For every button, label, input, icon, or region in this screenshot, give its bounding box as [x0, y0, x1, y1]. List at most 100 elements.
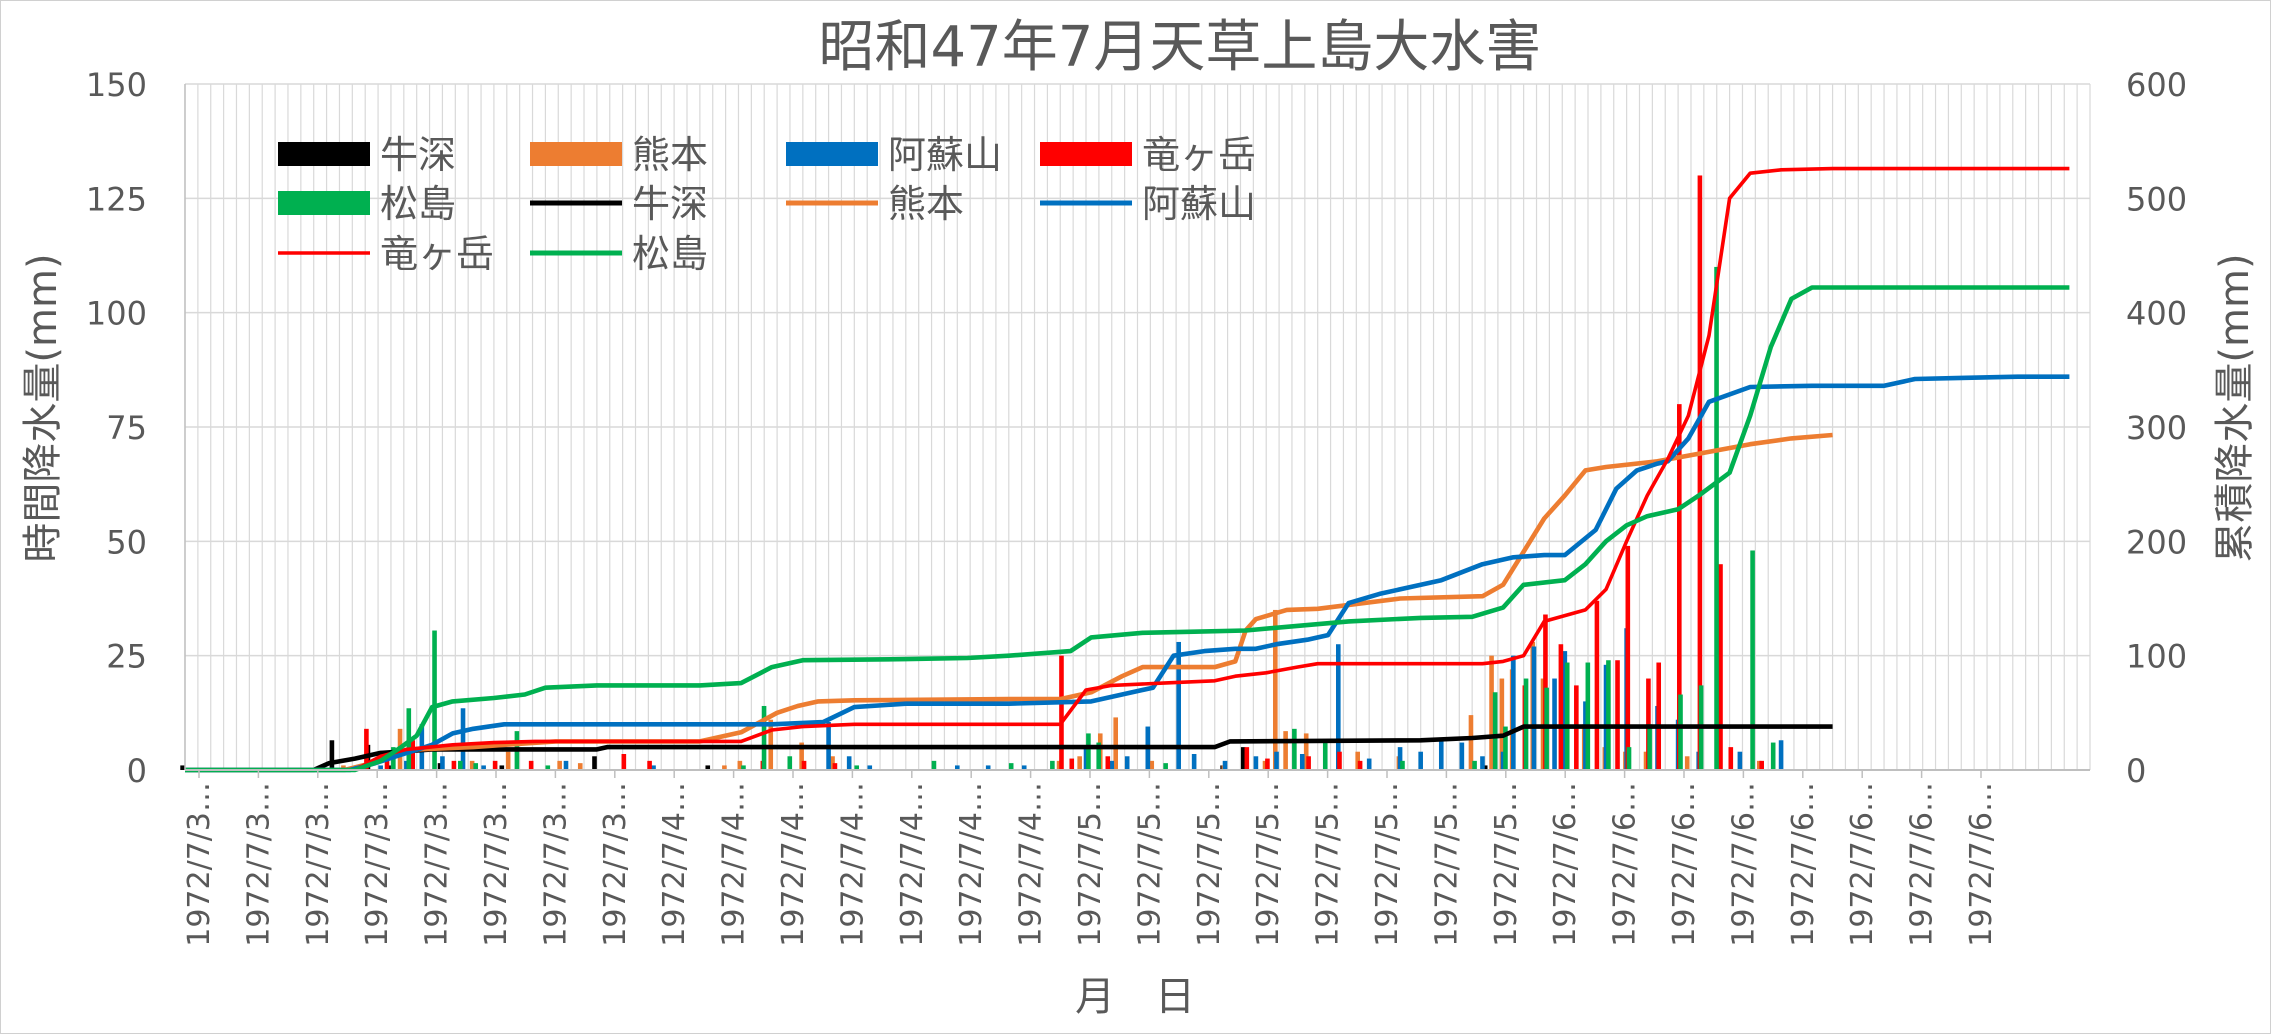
hourly-bar	[1299, 753, 1305, 770]
legend-entry: 松島	[278, 182, 456, 226]
hourly-bar	[577, 763, 583, 770]
hourly-bar	[846, 756, 852, 770]
x-tick-label: 1972/7/4…	[895, 782, 930, 947]
hourly-bar	[1357, 760, 1363, 770]
hourly-bar	[832, 763, 838, 770]
hourly-bar	[1113, 717, 1119, 770]
hourly-bar	[1418, 751, 1423, 770]
hourly-bar	[761, 705, 767, 770]
legend-swatch-bar	[530, 142, 622, 166]
hourly-bar	[1149, 760, 1155, 770]
chart-title: 昭和47年7月天草上島大水害	[819, 15, 1542, 80]
hourly-bar	[460, 708, 466, 770]
hourly-bar	[1585, 662, 1591, 770]
cumulative-line	[185, 724, 1833, 773]
hourly-bar	[1489, 655, 1494, 770]
hourly-bar	[469, 760, 475, 770]
legend-label: 熊本	[888, 182, 964, 226]
hourly-bar	[451, 760, 457, 770]
hourly-bar	[1086, 733, 1091, 770]
hourly-bar	[1366, 758, 1372, 770]
hourly-bar	[1697, 175, 1703, 770]
hourly-bar	[1684, 756, 1690, 770]
y-tick-right: 300	[2126, 409, 2187, 447]
x-tick-label: 1972/7/5…	[1132, 782, 1167, 947]
hourly-bar	[722, 765, 727, 770]
hourly-bar	[1606, 660, 1611, 770]
y-tick-left: 125	[86, 180, 147, 218]
hourly-bar	[741, 765, 746, 770]
hourly-bar	[1468, 715, 1474, 770]
hourly-bar	[1472, 760, 1477, 770]
hourly-bar	[954, 765, 960, 770]
hourly-bar	[1176, 641, 1181, 770]
legend-label: 松島	[380, 182, 456, 226]
x-tick-label: 1972/7/6…	[1905, 782, 1940, 947]
hourly-bar	[1718, 564, 1723, 770]
cumulative-line	[185, 374, 2070, 773]
hourly-bar	[1109, 760, 1115, 770]
hourly-bar	[1643, 751, 1649, 770]
legend-label: 牛深	[380, 133, 456, 177]
hourly-bar	[1562, 651, 1568, 770]
x-tick-label: 1972/7/4…	[954, 782, 989, 947]
legend-swatch-bar	[1040, 142, 1132, 166]
hourly-bar	[1021, 765, 1027, 770]
legend-entry: 阿蘇山	[1040, 182, 1256, 226]
y-tick-right: 0	[2126, 752, 2146, 790]
hourly-bar	[1274, 751, 1279, 770]
hourly-bar	[404, 760, 409, 770]
hourly-bar	[1647, 724, 1652, 770]
hourly-bar	[1626, 747, 1632, 770]
x-tick-label: 1972/7/4…	[835, 782, 870, 947]
x-tick-label: 1972/7/4…	[657, 782, 692, 947]
hourly-bar	[528, 760, 534, 770]
x-tick-label: 1972/7/3…	[420, 782, 455, 947]
hourly-bar	[440, 756, 445, 770]
hourly-bar	[1459, 742, 1465, 770]
hourly-bar	[1008, 763, 1014, 770]
legend-entry: 竜ヶ岳	[1040, 133, 1256, 177]
hourly-bar	[499, 765, 505, 770]
hourly-bar	[1400, 760, 1405, 770]
hourly-bar	[1050, 760, 1055, 770]
hourly-bar	[1625, 545, 1631, 770]
x-tick-label: 1972/7/6…	[1608, 782, 1643, 947]
hourly-bar	[1770, 742, 1776, 770]
x-tick-label: 1972/7/5…	[1370, 782, 1405, 947]
legend-entry: 牛深	[278, 133, 456, 177]
x-tick-label: 1972/7/5…	[1429, 782, 1464, 947]
hourly-bar	[1615, 660, 1620, 770]
hourly-bar	[1397, 747, 1403, 770]
hourly-bar	[432, 630, 437, 770]
hourly-bar	[1355, 751, 1360, 770]
x-tick-label: 1972/7/5…	[1192, 782, 1227, 947]
x-tick-label: 1972/7/3…	[598, 782, 633, 947]
hourly-bar	[1056, 760, 1062, 770]
hourly-bar	[1105, 756, 1111, 770]
hourly-bar	[1265, 758, 1270, 770]
hourly-bar	[378, 765, 383, 770]
hourly-bar	[1728, 747, 1734, 770]
hourly-bar	[1737, 751, 1743, 770]
legend-label: 阿蘇山	[888, 133, 1002, 177]
hourly-bar	[1335, 644, 1341, 770]
hourly-bar	[410, 740, 416, 770]
legend-entry: 熊本	[530, 133, 708, 177]
hourly-bar	[1337, 751, 1342, 770]
hourly-bar	[1656, 662, 1662, 770]
x-tick-label: 1972/7/5…	[1489, 782, 1524, 947]
hourly-bar	[1077, 756, 1082, 770]
hourly-bar	[1253, 756, 1259, 770]
hourly-bar	[1480, 756, 1485, 770]
hourly-bar	[329, 740, 335, 770]
hourly-bar	[1678, 694, 1683, 770]
x-tick-label: 1972/7/4…	[776, 782, 811, 947]
x-tick-label: 1972/7/3…	[241, 782, 276, 947]
hourly-bar	[1283, 731, 1288, 770]
hourly-bar	[1482, 765, 1488, 770]
legend-entry: 阿蘇山	[786, 133, 1002, 177]
hourly-bar	[1292, 728, 1297, 770]
